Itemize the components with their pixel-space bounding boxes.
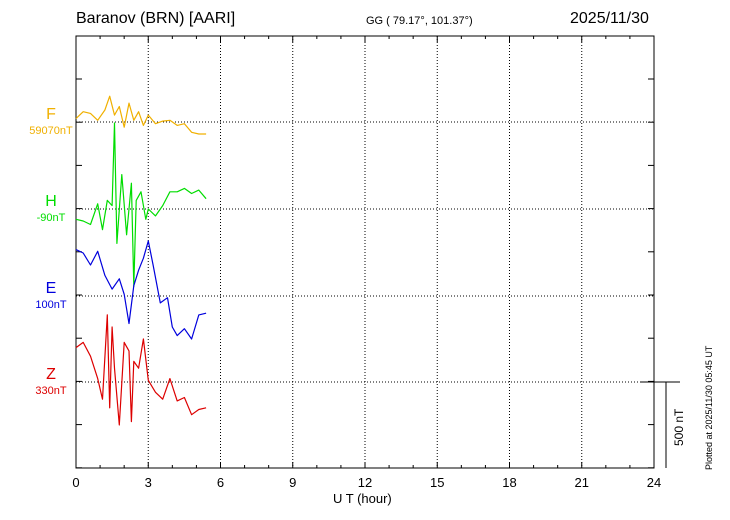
x-tick-label-18: 18 [502, 475, 516, 490]
x-tick-label-24: 24 [647, 475, 661, 490]
channel-Z: Z 330nT [16, 366, 86, 398]
coordinates-label: GG ( 79.17°, 101.37°) [366, 15, 473, 27]
scale-bar: 500 nT [640, 381, 686, 468]
grid-lines [76, 36, 654, 468]
x-axis-label: U T (hour) [333, 491, 392, 506]
channel-F-letter: F [46, 106, 56, 123]
channel-Z-baseline: 330nT [35, 385, 67, 397]
x-tick-label-15: 15 [430, 475, 444, 490]
channel-F: F 59070nT [16, 106, 86, 138]
channel-Z-letter: Z [46, 366, 56, 383]
channel-H-letter: H [45, 193, 57, 210]
x-tick-label-9: 9 [289, 475, 296, 490]
trace-E [75, 240, 207, 340]
x-tick-label-6: 6 [217, 475, 224, 490]
trace-Z [75, 314, 207, 426]
trace-H [75, 122, 207, 287]
axis-ticks [75, 36, 655, 469]
trace-F [75, 95, 207, 135]
channel-H-baseline: -90nT [36, 212, 66, 224]
x-tick-label-12: 12 [358, 475, 372, 490]
channel-E-letter: E [45, 280, 57, 297]
channel-E-baseline: 100nT [35, 299, 67, 311]
scale-bar-label: 500 nT [672, 408, 686, 446]
station-title: Baranov (BRN) [AARI] [76, 10, 236, 27]
x-tick-label-3: 3 [145, 475, 152, 490]
channel-H: H -90nT [16, 193, 86, 225]
channel-E: E 100nT [16, 280, 86, 312]
x-tick-labels: 0 3 6 9 12 15 18 21 24 [72, 475, 661, 490]
plotted-timestamp: Plotted at 2025/11/30 05:45 UT [704, 345, 714, 470]
x-tick-label-21: 21 [575, 475, 589, 490]
x-tick-label-0: 0 [72, 475, 79, 490]
series-traces [75, 95, 207, 426]
channel-F-baseline: 59070nT [29, 125, 73, 137]
date-label: 2025/11/30 [570, 10, 649, 27]
